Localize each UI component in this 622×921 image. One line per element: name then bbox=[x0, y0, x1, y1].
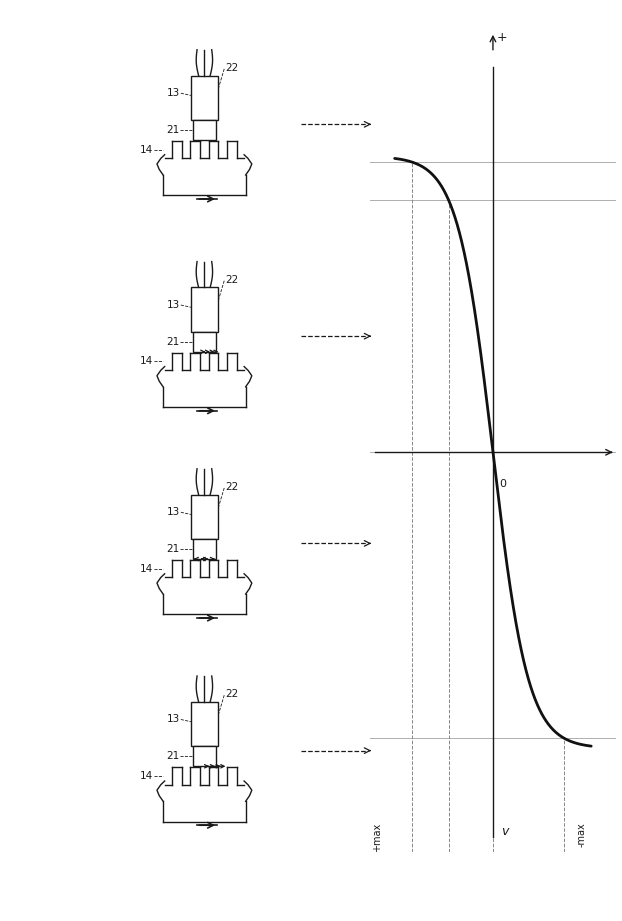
Text: -max: -max bbox=[577, 822, 587, 847]
Bar bbox=[193, 539, 216, 559]
Text: v: v bbox=[501, 824, 508, 838]
Text: 21: 21 bbox=[166, 752, 179, 761]
Text: 14: 14 bbox=[140, 771, 153, 781]
Text: 22: 22 bbox=[225, 64, 238, 73]
Text: 21: 21 bbox=[166, 337, 179, 346]
Text: +max: +max bbox=[372, 822, 382, 852]
Text: 22: 22 bbox=[225, 275, 238, 285]
Text: 13: 13 bbox=[167, 715, 180, 725]
Text: 22: 22 bbox=[225, 483, 238, 492]
Bar bbox=[193, 120, 216, 140]
Text: 0: 0 bbox=[499, 479, 506, 489]
Text: 14: 14 bbox=[140, 145, 153, 155]
Text: 13: 13 bbox=[167, 507, 180, 518]
Bar bbox=[193, 332, 216, 352]
Text: 14: 14 bbox=[140, 564, 153, 574]
Bar bbox=[193, 746, 216, 766]
Text: 22: 22 bbox=[225, 690, 238, 699]
Bar bbox=[191, 287, 218, 332]
Text: 14: 14 bbox=[140, 356, 153, 367]
Text: 21: 21 bbox=[166, 125, 179, 134]
Text: 21: 21 bbox=[166, 544, 179, 554]
Bar bbox=[191, 76, 218, 120]
Bar bbox=[191, 702, 218, 746]
Text: 13: 13 bbox=[167, 88, 180, 99]
Text: +: + bbox=[497, 31, 508, 44]
Text: 13: 13 bbox=[167, 300, 180, 310]
Bar bbox=[191, 495, 218, 539]
